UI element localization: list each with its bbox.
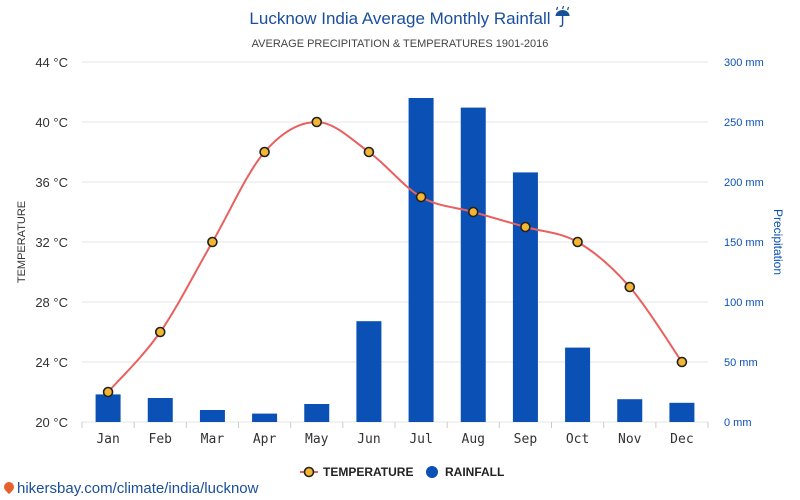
- temperature-point-apr: [259, 146, 270, 158]
- temperature-point-mar: [207, 236, 218, 248]
- y-left-tick-label: 28 °C: [35, 295, 68, 310]
- x-tick-label: Feb: [149, 432, 173, 447]
- rainfall-bar-nov: [617, 399, 643, 422]
- temperature-point-may: [311, 116, 323, 128]
- legend-rainfall-marker: [426, 466, 438, 478]
- rainfall-bar-feb: [147, 398, 173, 422]
- temperature-point-sep: [520, 221, 531, 233]
- x-tick-label: Jul: [409, 432, 432, 447]
- rainfall-bar-mar: [199, 410, 225, 422]
- umbrella-handle: [559, 16, 564, 27]
- y-left-axis-label: TEMPERATURE: [16, 201, 28, 283]
- chart-subtitle: AVERAGE PRECIPITATION & TEMPERATURES 190…: [252, 38, 549, 50]
- rainfall-bar-jul: [408, 98, 434, 422]
- y-right-tick-label: 200 mm: [724, 177, 764, 189]
- x-tick-label: May: [305, 432, 329, 447]
- legend: TEMPERATURE RAINFALL: [300, 465, 504, 479]
- x-tick-label: Jan: [96, 432, 119, 447]
- y-right-tick-label: 150 mm: [724, 237, 764, 249]
- y-left-tick-label: 44 °C: [35, 55, 68, 70]
- temperature-point-feb: [154, 326, 166, 338]
- y-right-tick-label: 50 mm: [724, 357, 758, 369]
- temperature-line: [102, 116, 688, 398]
- rainfall-bar-sep: [512, 172, 538, 422]
- y-left-tick-label: 24 °C: [35, 355, 68, 370]
- grid-lines: [81, 61, 709, 428]
- rain-drop: [562, 5, 565, 10]
- rainfall-bar-may: [304, 404, 330, 422]
- rainfall-bar-apr: [252, 413, 278, 422]
- y-left-tick-label: 40 °C: [35, 115, 68, 130]
- x-tick-label: Dec: [670, 432, 693, 447]
- temperature-line-path: [107, 120, 683, 393]
- rainfall-bar-oct: [565, 347, 591, 422]
- x-tick-label: Nov: [618, 432, 642, 447]
- legend-rainfall-label: RAINFALL: [445, 465, 504, 479]
- temperature-point-jan: [102, 386, 114, 398]
- x-tick-label: Apr: [253, 432, 277, 447]
- rainfall-bar-dec: [669, 402, 695, 422]
- x-tick-label: Sep: [514, 432, 538, 447]
- temperature-point-aug: [467, 206, 479, 218]
- y-right-tick-label: 0 mm: [724, 417, 752, 429]
- y-left-tick-label: 20 °C: [35, 415, 68, 430]
- rainfall-bar-jan: [95, 394, 121, 422]
- temperature-point-jul: [415, 191, 427, 203]
- footer-link[interactable]: hikersbay.com/climate/india/lucknow: [1, 479, 259, 497]
- y-right-axis-label: Precipitation: [771, 209, 785, 275]
- umbrella-rain-icon: [555, 5, 570, 27]
- y-right-tick-label: 300 mm: [724, 57, 764, 69]
- legend-temperature-label: TEMPERATURE: [323, 465, 413, 479]
- temperature-point-dec: [676, 356, 688, 368]
- rainfall-bar-aug: [460, 107, 486, 422]
- y-left-tick-label: 32 °C: [35, 235, 68, 250]
- axes: 20 °C 24 °C 28 °C 32 °C 36 °C 40 °C 44 °C 0 mm 5…: [16, 55, 785, 447]
- rain-drop: [567, 6, 570, 11]
- temperature-point-jun: [363, 146, 375, 158]
- y-left-tick-label: 36 °C: [35, 175, 68, 190]
- rainfall-temperature-chart: Lucknow India Average Monthly Rainfall A…: [16, 5, 785, 479]
- temperature-point-nov: [624, 281, 636, 293]
- y-right-tick-label: 250 mm: [724, 117, 764, 129]
- x-tick-label: Aug: [462, 432, 485, 447]
- x-tick-label: Jun: [357, 432, 380, 447]
- rainfall-bars: [95, 98, 695, 422]
- temperature-point-oct: [572, 236, 583, 248]
- rain-drop: [556, 6, 559, 11]
- location-pin-icon: [1, 479, 17, 495]
- x-tick-label: Mar: [201, 432, 225, 447]
- x-tick-label: Oct: [566, 432, 589, 447]
- rainfall-bar-jun: [356, 321, 382, 422]
- legend-temperature-marker: [303, 466, 315, 478]
- umbrella-canopy: [555, 10, 570, 16]
- chart-title: Lucknow India Average Monthly Rainfall: [249, 9, 550, 28]
- footer-link-text: hikersbay.com/climate/india/lucknow: [17, 480, 259, 497]
- y-right-tick-label: 100 mm: [724, 297, 764, 309]
